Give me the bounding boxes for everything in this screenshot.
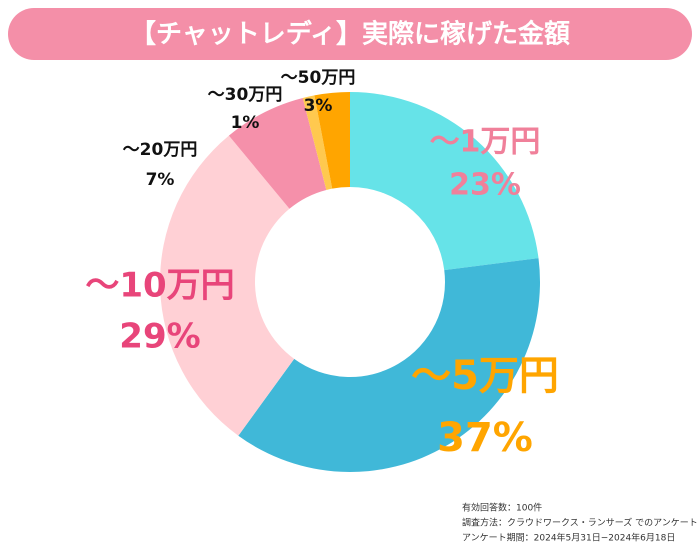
- value-label: 7%: [146, 170, 175, 190]
- donut-segment: [160, 135, 295, 436]
- value-label: 23%: [449, 168, 521, 203]
- segment-label: 〜1万円: [430, 125, 541, 160]
- segment-label: 〜10万円: [85, 266, 234, 306]
- chart-title: 【チャットレディ】実際に稼げた金額: [130, 19, 570, 50]
- footnote: 調査方法：クラウドワークス・ランサーズ でのアンケート: [462, 517, 698, 529]
- donut-segment: [228, 97, 327, 209]
- footnote: 有効回答数：100件: [462, 502, 542, 514]
- segment-label: 〜30万円: [208, 85, 283, 105]
- value-label: 1%: [231, 113, 260, 133]
- donut-segment: [238, 258, 540, 472]
- value-label: 29%: [119, 317, 200, 357]
- segment-label: 〜50万円: [281, 68, 356, 88]
- value-label: 37%: [437, 415, 533, 461]
- title-banner: [8, 8, 692, 60]
- donut-segment: [302, 95, 333, 190]
- donut-segment: [314, 92, 350, 189]
- value-label: 3%: [304, 96, 333, 116]
- footnote: アンケート期間：2024年5月31日−2024年6月18日: [462, 532, 675, 544]
- segment-label: 〜5万円: [411, 353, 559, 399]
- segment-label: 〜20万円: [123, 140, 198, 160]
- donut-segment: [350, 92, 539, 271]
